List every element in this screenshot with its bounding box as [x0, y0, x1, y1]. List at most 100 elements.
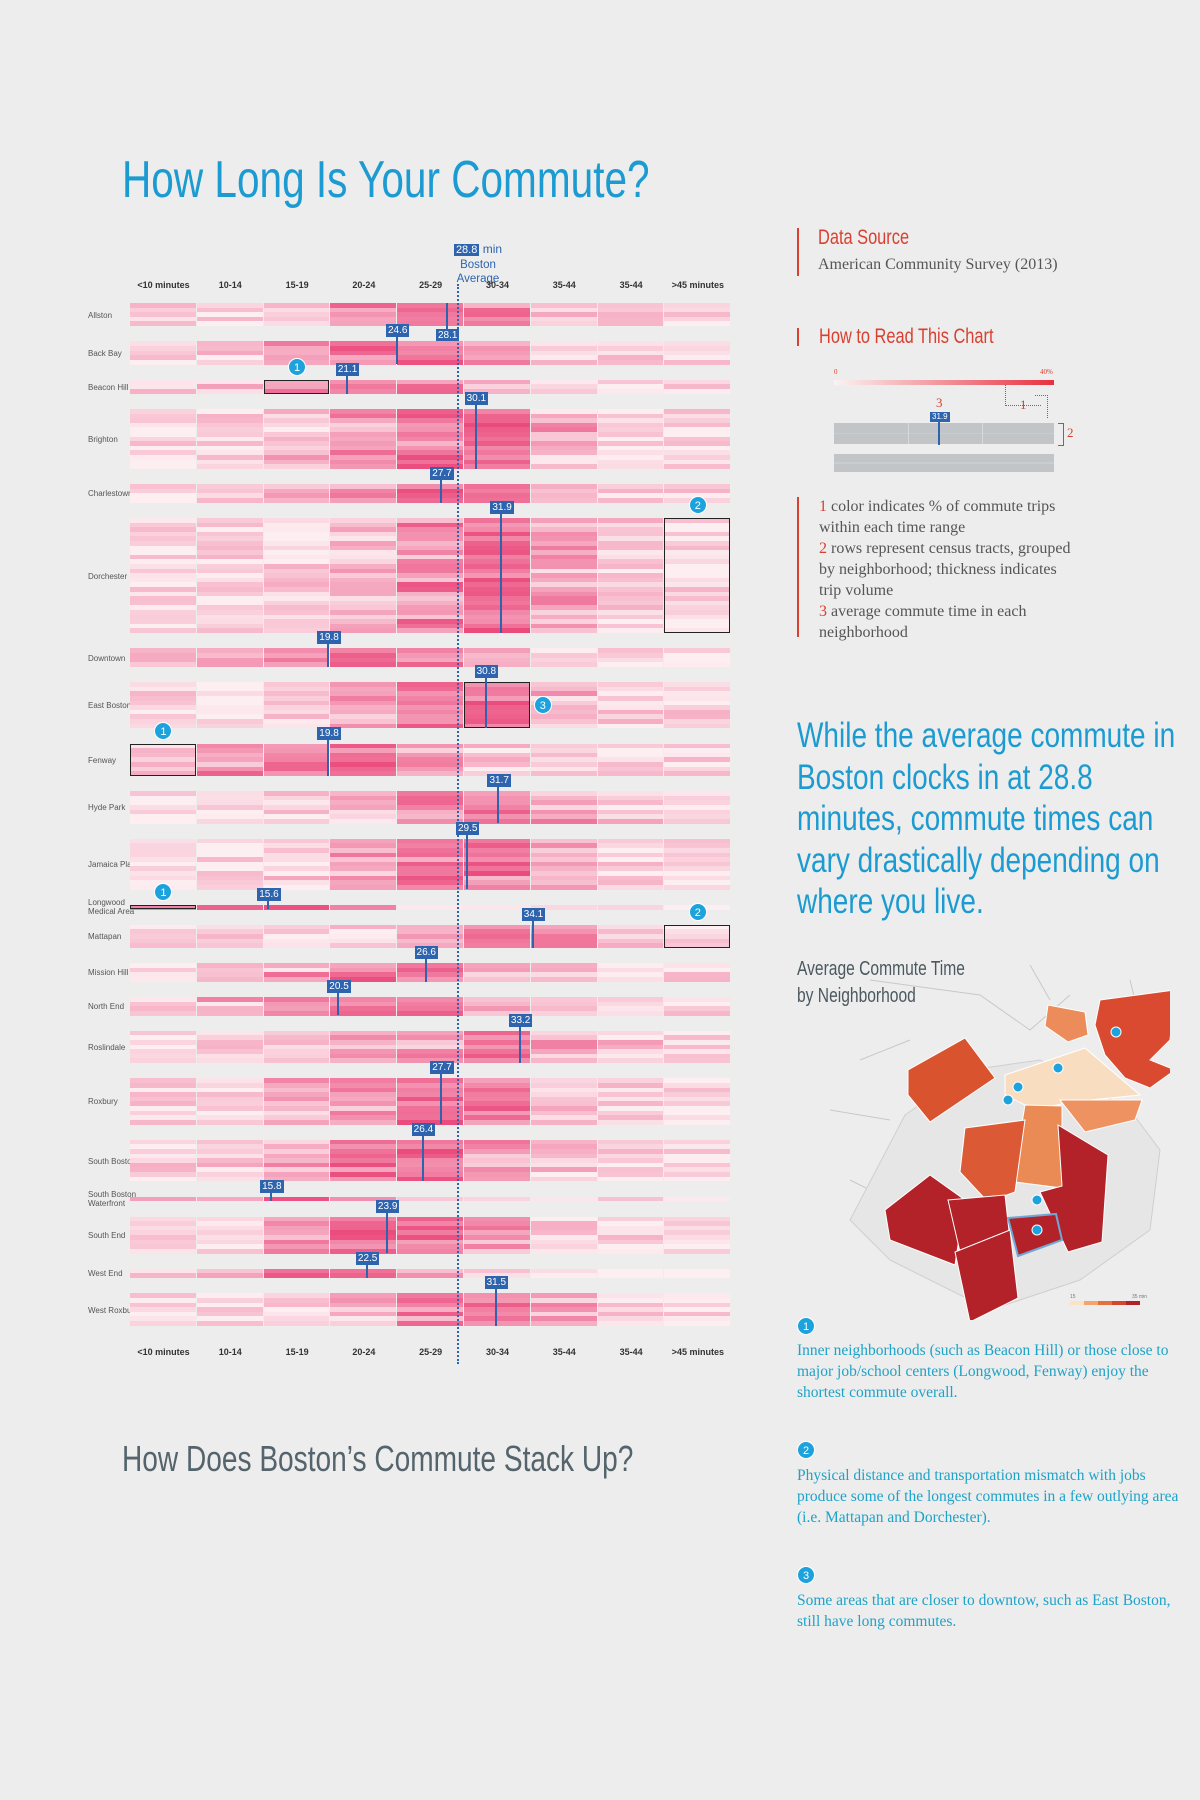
heatmap-cell — [530, 1078, 597, 1084]
heatmap-cell — [263, 929, 330, 935]
heatmap-cell — [130, 814, 196, 820]
heatmap-cell — [464, 355, 530, 361]
heatmap-cell — [263, 852, 330, 858]
heatmap-cell — [597, 719, 664, 724]
map-legend-swatch — [1112, 1301, 1126, 1305]
heatmap-cell — [464, 848, 530, 853]
heatmap-cell — [196, 591, 263, 597]
column-header: 20-24 — [352, 280, 376, 290]
heatmap-cell — [530, 450, 597, 456]
heatmap-cell — [530, 657, 597, 663]
heatmap-cell — [664, 691, 731, 697]
heatmap-cell — [263, 573, 330, 579]
average-marker-line — [466, 834, 468, 890]
heatmap-cell — [263, 752, 330, 758]
heatmap-cell — [196, 1239, 263, 1245]
heatmap-cell — [530, 1321, 597, 1326]
heatmap-cell — [597, 582, 664, 588]
heatmap-cell — [263, 1172, 330, 1177]
heatmap-cell — [597, 600, 664, 606]
heatmap-cell — [597, 1172, 664, 1177]
heatmap-cell — [597, 1053, 664, 1059]
heatmap-cell — [397, 1158, 463, 1164]
heatmap-cell — [130, 1010, 196, 1016]
heatmap-cell — [597, 1087, 664, 1093]
heatmap-cell — [263, 610, 330, 615]
heatmap-cell — [530, 696, 597, 701]
average-marker-line — [327, 644, 330, 667]
heatmap-cell — [263, 623, 330, 629]
heatmap-cell — [196, 705, 263, 711]
heatmap-cell — [664, 384, 731, 390]
heatmap-cell — [464, 852, 530, 858]
heatmap-cell — [196, 943, 263, 949]
boston-average-label: 28.8 min Boston Average — [453, 242, 503, 285]
heatmap-cell — [397, 852, 463, 858]
heatmap-cell — [130, 436, 196, 442]
heatmap-cell — [664, 596, 731, 602]
heatmap-cell — [196, 1110, 263, 1116]
heatmap-cell — [130, 605, 196, 611]
heatmap-cell — [530, 619, 597, 625]
heatmap-cell — [196, 1035, 263, 1041]
heatmap-cell — [397, 791, 463, 797]
divider — [908, 423, 909, 444]
heatmap-cell — [530, 1176, 597, 1182]
heatmap-cell — [664, 350, 731, 356]
heatmap-cell — [464, 1321, 530, 1326]
heatmap-cell — [664, 379, 731, 385]
heatmap-cell — [664, 805, 731, 810]
heatmap-cell — [664, 341, 731, 347]
heatmap-cell — [330, 818, 397, 824]
heatmap-cell — [330, 814, 397, 820]
heatmap-cell — [464, 303, 530, 308]
heatmap-cell — [530, 1115, 597, 1121]
heatmap-cell — [664, 422, 731, 428]
heatmap-cell — [263, 648, 330, 654]
heatmap-cell — [530, 1273, 597, 1279]
heatmap-cell — [530, 455, 597, 460]
heatmap-cell — [330, 866, 397, 872]
neighborhood-label: Dorchester — [88, 571, 128, 581]
heatmap-cell — [530, 686, 597, 692]
heatmap-cell — [330, 536, 397, 542]
heatmap-cell — [530, 459, 597, 465]
heatmap-cell — [530, 861, 597, 867]
heatmap-cell — [130, 498, 196, 503]
heatmap-cell — [196, 714, 263, 720]
heatmap-cell — [330, 413, 397, 419]
heatmap-cell — [196, 545, 263, 551]
heatmap-cell — [397, 384, 463, 390]
heatmap-cell — [597, 757, 664, 763]
heatmap-cell — [464, 1119, 530, 1125]
heatmap-cell — [263, 545, 330, 551]
heatmap-cell — [196, 963, 263, 969]
heatmap-cell — [530, 1035, 597, 1041]
heatmap-cell — [664, 1321, 731, 1326]
heatmap-cell — [130, 1307, 196, 1313]
heatmap-cell — [664, 1302, 731, 1308]
heatmap-cell — [597, 972, 664, 978]
heatmap-cell — [464, 591, 530, 597]
heatmap-cell — [196, 596, 263, 602]
heatmap-cell — [130, 795, 196, 801]
heatmap-cell — [530, 1225, 597, 1231]
heatmap-cell — [664, 1311, 731, 1317]
heatmap-cell — [530, 422, 597, 428]
heatmap-cell — [196, 871, 263, 876]
map-legend-swatch — [1084, 1301, 1098, 1305]
heatmap-cell — [196, 875, 263, 881]
heatmap-cell — [530, 1235, 597, 1240]
heatmap-cell — [664, 1053, 731, 1059]
heatmap-cell — [130, 1167, 196, 1173]
heatmap-cell — [263, 554, 330, 560]
heatmap-cell — [130, 623, 196, 629]
heatmap-cell — [664, 441, 731, 447]
heatmap-cell — [664, 929, 731, 935]
heatmap-cell — [464, 943, 530, 949]
heatmap-cell — [530, 316, 597, 322]
heatmap-cell — [464, 1049, 530, 1055]
heatmap-cell — [397, 1110, 463, 1116]
average-marker-line — [385, 1212, 388, 1254]
heatmap-cell — [263, 591, 330, 597]
